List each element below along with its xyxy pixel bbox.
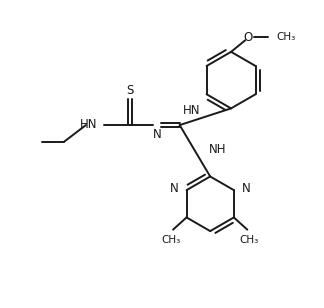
Text: HN: HN: [80, 118, 98, 131]
Text: CH₃: CH₃: [239, 235, 259, 245]
Text: NH: NH: [208, 143, 226, 156]
Text: N: N: [242, 182, 250, 195]
Text: S: S: [126, 83, 133, 97]
Text: N: N: [170, 182, 179, 195]
Text: O: O: [243, 31, 252, 44]
Text: CH₃: CH₃: [162, 235, 181, 245]
Text: CH₃: CH₃: [276, 32, 295, 43]
Text: N: N: [153, 128, 162, 141]
Text: HN: HN: [183, 104, 201, 117]
